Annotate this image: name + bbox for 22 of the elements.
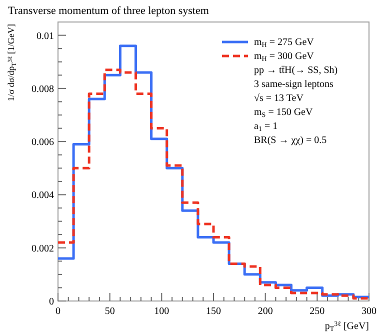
annotation: √s = 13 TeV	[254, 93, 304, 104]
annotation: a$_{1}$ = 1	[254, 121, 278, 134]
x-tick-label: 100	[154, 306, 170, 317]
y-tick-label: 0.006	[32, 137, 54, 148]
y-tick-label: 0.008	[32, 84, 54, 95]
annotation: pp → tt̄H(→ SS, Sh)	[254, 65, 338, 76]
annotation: 3 same-sign leptons	[254, 79, 334, 90]
legend-label: m$_{H}$ = 300 GeV	[254, 51, 315, 64]
x-tick-label: 200	[258, 306, 273, 317]
legend-label: m$_{H}$ = 275 GeV	[254, 37, 315, 50]
x-tick-label: 300	[362, 306, 376, 317]
y-tick-label: 0	[49, 296, 54, 308]
y-tick-label: 0.002	[32, 243, 54, 254]
y-tick-label: 0.004	[32, 190, 54, 202]
chart-title: Transverse momentum of three lepton system	[8, 5, 210, 17]
x-tick-label: 250	[310, 306, 325, 317]
x-tick-label: 150	[206, 306, 221, 317]
x-tick-label: 50	[104, 306, 115, 317]
annotation: BR(S → χχ) = 0.5	[254, 135, 327, 146]
y-tick-label: 0.01	[36, 30, 54, 42]
annotation: m$_{S}$ = 150 GeV	[254, 107, 314, 120]
x-axis-title: p$_{T}$$^{3ℓ}$ [GeV]	[324, 320, 369, 333]
